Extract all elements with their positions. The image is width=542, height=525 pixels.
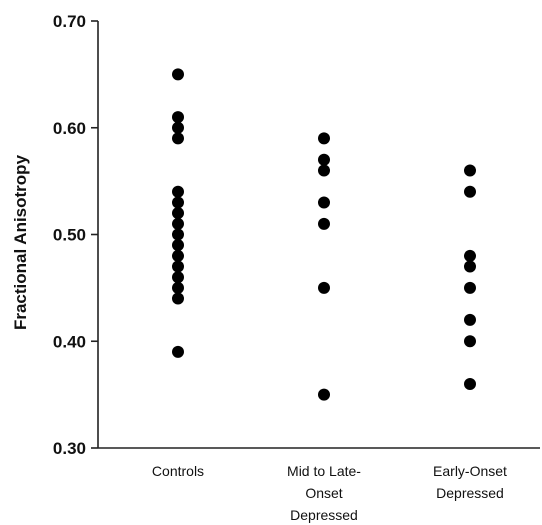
y-tick-label: 0.60 (53, 119, 86, 138)
data-point (172, 228, 184, 241)
data-point (172, 292, 184, 305)
data-point (464, 249, 476, 262)
data-point (464, 164, 476, 177)
data-point (172, 68, 184, 81)
y-axis-title: Fractional Anisotropy (11, 154, 30, 330)
data-point (464, 335, 476, 348)
data-point (172, 249, 184, 262)
data-point (172, 281, 184, 294)
data-point (318, 153, 330, 166)
y-tick-label: 0.30 (53, 439, 86, 458)
data-point (318, 217, 330, 230)
x-category-labels: Controls Mid to Late- Onset Depressed Early-… (152, 463, 507, 523)
data-point (172, 345, 184, 358)
data-point (464, 377, 476, 390)
x-category-label: Mid to Late- (287, 463, 361, 479)
x-category-label: Depressed (290, 507, 358, 523)
data-point (172, 217, 184, 230)
data-point (464, 185, 476, 198)
data-point (172, 111, 184, 124)
data-point (172, 260, 184, 273)
data-point (172, 271, 184, 284)
y-ticks: 0.30 0.40 0.50 0.60 0.70 (53, 12, 98, 458)
y-tick-label: 0.50 (53, 226, 86, 245)
data-point (172, 196, 184, 209)
data-point (464, 313, 476, 326)
x-category-label: Onset (305, 485, 342, 501)
y-tick-label: 0.70 (53, 12, 86, 31)
data-point (318, 196, 330, 209)
data-point (172, 121, 184, 134)
x-category-label: Depressed (436, 485, 504, 501)
data-point (172, 132, 184, 145)
data-point (318, 388, 330, 401)
data-point (172, 207, 184, 220)
data-point (464, 281, 476, 294)
data-point (172, 185, 184, 198)
x-category-label: Early-Onset (433, 463, 507, 479)
y-tick-label: 0.40 (53, 332, 86, 351)
data-point (318, 132, 330, 145)
data-point (464, 260, 476, 273)
data-point (318, 281, 330, 294)
data-point (172, 239, 184, 252)
data-point (318, 164, 330, 177)
x-category-label: Controls (152, 463, 204, 479)
data-points (172, 68, 476, 401)
